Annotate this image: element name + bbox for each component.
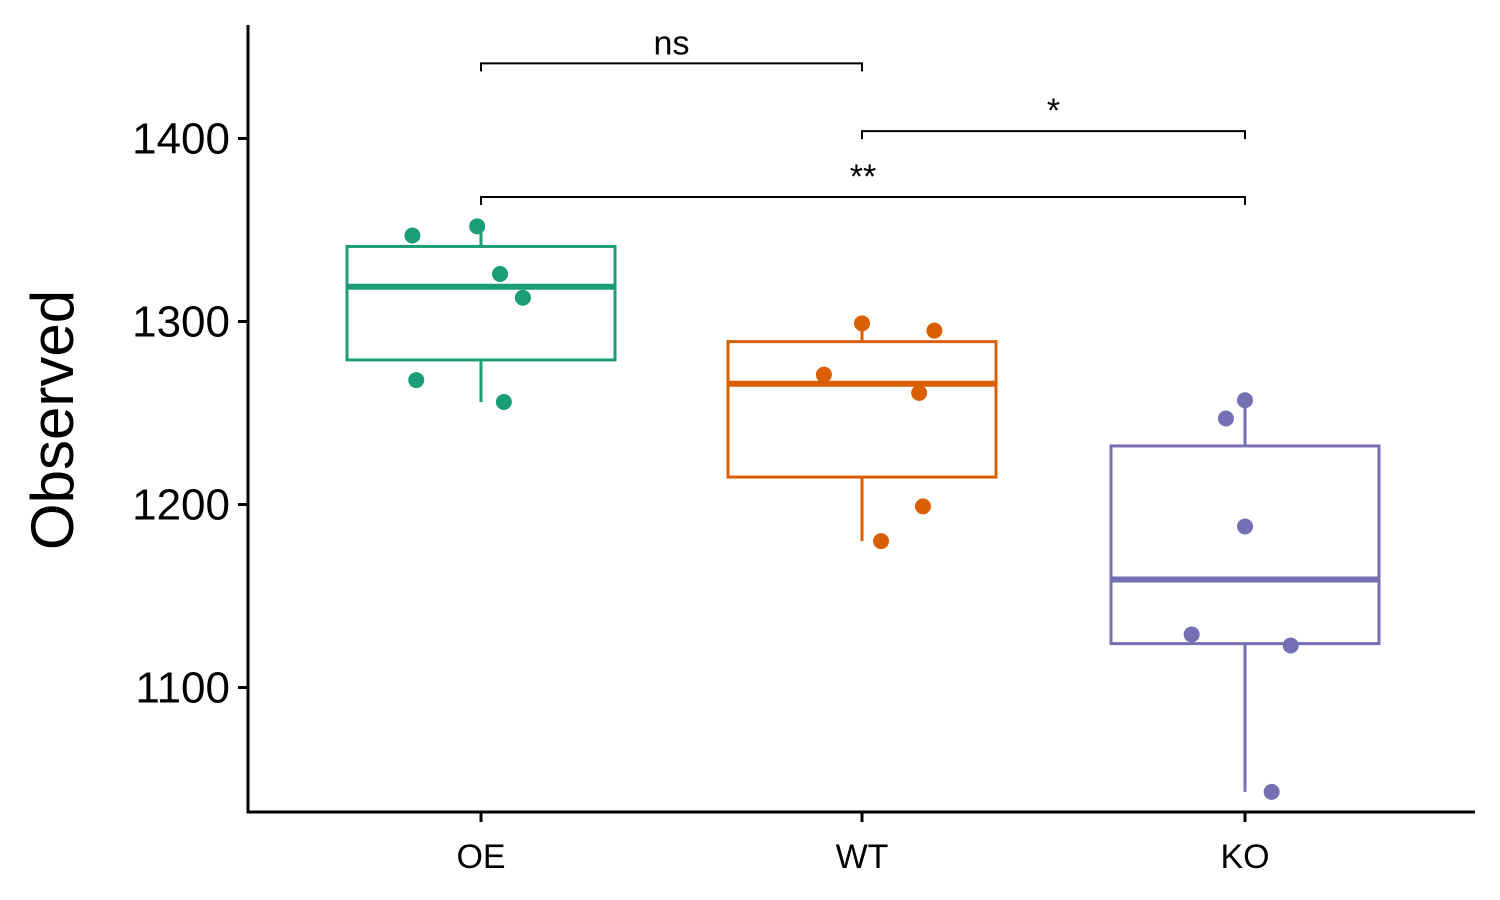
data-point-oe	[404, 227, 421, 244]
data-point-ko	[1237, 392, 1253, 409]
y-tick-label: 1400	[132, 114, 230, 163]
significance-bracket	[861, 130, 1246, 140]
data-point-ko	[1263, 783, 1280, 800]
data-point-oe	[492, 265, 509, 282]
x-axis-ticks: OE WT KO	[456, 812, 1270, 876]
data-point-oe	[495, 394, 512, 411]
significance-label: ns	[654, 24, 690, 62]
data-point-wt	[911, 384, 928, 401]
box-iqr	[345, 244, 617, 362]
y-tick-label: 1200	[132, 481, 230, 530]
data-point-ko	[1183, 626, 1200, 643]
significance-bracket	[480, 62, 863, 72]
data-point-wt	[815, 366, 832, 383]
box-plots	[345, 226, 1381, 792]
data-points	[404, 218, 1299, 800]
box-iqr	[726, 340, 998, 479]
data-point-ko	[1237, 518, 1253, 535]
data-point-ko	[1282, 637, 1299, 654]
data-point-wt	[926, 322, 943, 339]
y-tick-label: 1300	[132, 297, 230, 346]
data-point-wt	[873, 533, 890, 550]
data-point-oe	[408, 372, 425, 389]
data-point-oe	[469, 218, 486, 235]
data-point-oe	[514, 289, 531, 306]
data-point-wt	[854, 315, 870, 332]
y-axis-ticks: 1100 1200 1300 1400	[132, 114, 248, 713]
x-tick-label: WT	[836, 838, 889, 876]
box-iqr	[1109, 444, 1381, 646]
significance-label: **	[850, 158, 876, 196]
y-tick-label: 1100	[135, 664, 230, 713]
significance-bracket	[480, 196, 1246, 206]
significance-label: *	[1047, 92, 1060, 130]
y-axis-title: Observed	[19, 290, 86, 550]
x-tick-label: OE	[456, 838, 505, 876]
x-tick-label: KO	[1220, 838, 1269, 876]
data-point-ko	[1217, 410, 1234, 427]
significance-brackets: ns***	[480, 24, 1246, 206]
data-point-wt	[914, 498, 931, 515]
box-ko	[1109, 400, 1381, 792]
